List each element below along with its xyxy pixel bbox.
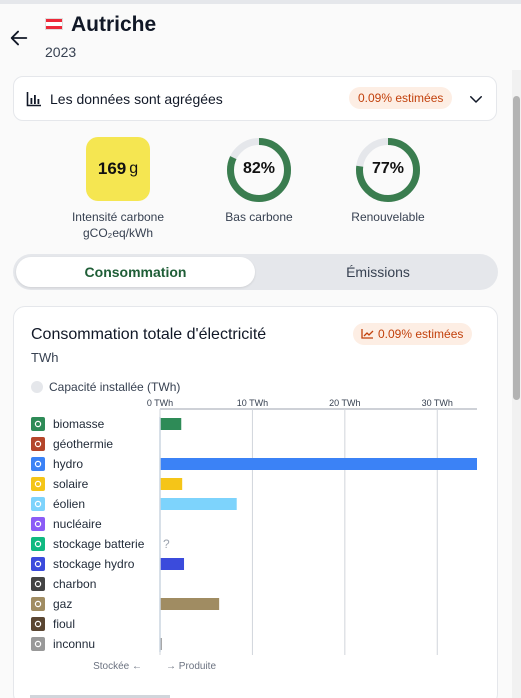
- water-icon: [31, 457, 45, 471]
- coal-icon: [31, 577, 45, 591]
- low-carbon-value: 82%: [242, 160, 276, 177]
- wind-icon: [31, 497, 45, 511]
- estimated-badge: 0.09% estimées: [349, 87, 453, 109]
- austria-flag-icon: [45, 18, 63, 30]
- source-label: inconnu: [53, 637, 95, 651]
- question-icon-glyph: [34, 640, 42, 648]
- carbon-intensity-label-line1: Intensité carbone: [71, 210, 165, 224]
- question-icon: [31, 637, 45, 651]
- renewable-value: 77%: [371, 160, 405, 177]
- atom-icon: [31, 517, 45, 531]
- chart-tick-label: 20 TWh: [329, 398, 360, 408]
- low-carbon-label: Bas carbone: [225, 210, 293, 224]
- back-arrow-icon[interactable]: [8, 27, 30, 49]
- hydro-storage-icon: [31, 557, 45, 571]
- renewable-ring: [356, 138, 420, 202]
- gas-icon-glyph: [34, 600, 42, 608]
- estimated-badge-card: 0.09% estimées: [353, 323, 473, 345]
- oil-drop-icon-glyph: [34, 620, 42, 628]
- carbon-intensity-label: Intensité carbone gCO₂eq/kWh: [58, 210, 178, 240]
- footer-stored: Stockée ←: [93, 661, 142, 672]
- geothermal-icon: [31, 437, 45, 451]
- gas-icon: [31, 597, 45, 611]
- chevron-down-icon[interactable]: [467, 90, 485, 108]
- source-label: stockage hydro: [53, 557, 135, 571]
- source-label: biomasse: [53, 417, 105, 431]
- aggregation-panel[interactable]: Les données sont agrégées 0.09% estimées: [13, 76, 497, 121]
- tab-consommation[interactable]: Consommation: [16, 257, 255, 287]
- scrollbar-thumb[interactable]: [513, 96, 520, 400]
- tab-emissions[interactable]: Émissions: [346, 264, 410, 280]
- leaf-icon: [31, 417, 45, 431]
- consumption-card: Consommation totale d'électricité TWh 0.…: [13, 306, 498, 698]
- capacity-toggle[interactable]: Capacité installée (TWh): [31, 380, 180, 394]
- carbon-intensity-value: 169: [97, 159, 127, 178]
- carbon-intensity-unit-label: gCO₂eq/kWh: [82, 226, 153, 240]
- next-section-hint: [30, 695, 170, 698]
- source-label: géothermie: [53, 437, 113, 451]
- aggregation-label: Les données sont agrégées: [50, 91, 223, 107]
- consumption-chart: 0 TWh 10 TWh 20 TWh 30 TWh biomasse géothermi…: [31, 398, 477, 672]
- source-label: solaire: [53, 477, 89, 491]
- source-label: stockage batterie: [53, 537, 145, 551]
- trend-icon: [361, 329, 374, 339]
- bar-chart-icon: [26, 92, 41, 107]
- source-label: hydro: [53, 457, 83, 471]
- missing-value-marker: ?: [163, 537, 170, 551]
- source-label: gaz: [53, 597, 72, 611]
- mode-toggle: Consommation Émissions: [13, 254, 498, 290]
- coal-icon-glyph: [34, 580, 42, 588]
- card-title: Consommation totale d'électricité: [31, 326, 267, 343]
- source-label: nucléaire: [53, 517, 102, 531]
- battery-icon-glyph: [34, 540, 42, 548]
- zone-title: Autriche: [71, 13, 157, 36]
- oil-drop-icon: [31, 617, 45, 631]
- water-icon-glyph: [34, 460, 42, 468]
- bar: [160, 418, 182, 430]
- carbon-intensity-unit: g: [129, 160, 139, 177]
- card-unit: TWh: [31, 350, 59, 365]
- bar: [160, 638, 162, 650]
- estimated-badge-card-text: 0.09% estimées: [378, 327, 464, 341]
- bar: [160, 558, 185, 570]
- chart-tick-label: 10 TWh: [237, 398, 268, 408]
- zone-year: 2023: [45, 44, 77, 60]
- capacity-label: Capacité installée (TWh): [49, 380, 181, 394]
- bar: [160, 498, 237, 510]
- source-label: charbon: [53, 577, 96, 591]
- leaf-icon-glyph: [34, 420, 42, 428]
- source-label: fioul: [53, 617, 75, 631]
- capacity-toggle-dot[interactable]: [31, 381, 43, 393]
- atom-icon-glyph: [34, 520, 42, 528]
- battery-icon: [31, 537, 45, 551]
- footer-produced: → Produite: [166, 661, 216, 672]
- bar: [160, 458, 477, 470]
- low-carbon-ring: [227, 138, 291, 202]
- geothermal-icon-glyph: [34, 440, 42, 448]
- chart-tick-label: 30 TWh: [422, 398, 453, 408]
- bar: [160, 598, 220, 610]
- wind-icon-glyph: [34, 500, 42, 508]
- carbon-intensity-tile: 169 g: [86, 137, 150, 201]
- chart-tick-label: 0 TWh: [147, 398, 173, 408]
- top-divider: [0, 0, 521, 4]
- bar: [160, 478, 183, 490]
- sun-icon-glyph: [34, 480, 42, 488]
- renewable-label: Renouvelable: [351, 210, 425, 224]
- source-label: éolien: [53, 497, 85, 511]
- sun-icon: [31, 477, 45, 491]
- hydro-storage-icon-glyph: [34, 560, 42, 568]
